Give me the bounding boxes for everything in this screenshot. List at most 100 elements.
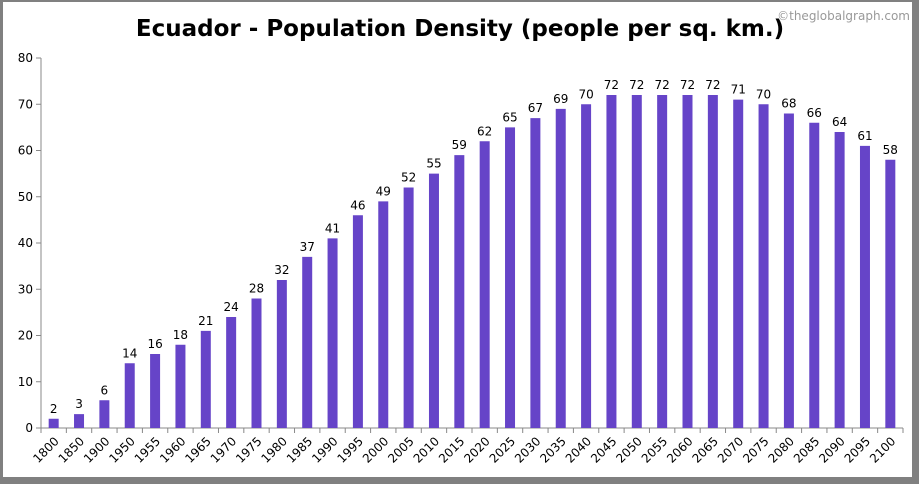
bar [606, 95, 617, 428]
x-tick-label: 2030 [512, 434, 543, 465]
x-tick-label: 2025 [487, 434, 518, 465]
bar [124, 363, 135, 428]
bar [631, 95, 642, 428]
x-tick-label: 2075 [740, 434, 771, 465]
bar [251, 298, 262, 428]
bar [733, 99, 744, 428]
data-label: 72 [604, 78, 619, 92]
data-label: 72 [705, 78, 720, 92]
data-label: 21 [198, 314, 213, 328]
bar [352, 215, 363, 428]
data-label: 70 [756, 87, 771, 101]
y-tick-label: 20 [18, 329, 33, 343]
y-tick-label: 50 [18, 190, 33, 204]
bar [809, 122, 820, 428]
data-label: 3 [75, 397, 83, 411]
watermark: ©theglobalgraph.com [777, 9, 910, 23]
y-tick-label: 0 [25, 421, 33, 435]
data-label: 32 [274, 263, 289, 277]
bar [226, 317, 237, 428]
data-label: 68 [781, 97, 796, 111]
bar [175, 344, 186, 428]
bar [99, 400, 110, 428]
x-tick-label: 1970 [208, 434, 239, 465]
bar [581, 104, 592, 428]
data-label: 14 [122, 346, 137, 360]
x-tick-label: 2080 [766, 434, 797, 465]
x-tick-label: 1980 [258, 434, 289, 465]
bar [657, 95, 668, 428]
data-label: 49 [376, 184, 391, 198]
x-tick-label: 2040 [563, 434, 594, 465]
x-tick-label: 2015 [436, 434, 467, 465]
x-tick-label: 1965 [182, 434, 213, 465]
data-label: 62 [477, 124, 492, 138]
data-label: 37 [300, 240, 315, 254]
bar [758, 104, 769, 428]
bar [200, 330, 211, 428]
bar [505, 127, 516, 428]
data-label: 41 [325, 221, 340, 235]
data-label: 72 [680, 78, 695, 92]
data-label: 6 [101, 383, 109, 397]
x-tick-label: 2045 [588, 434, 619, 465]
x-tick-label: 1995 [335, 434, 366, 465]
bar [682, 95, 693, 428]
x-tick-label: 1990 [309, 434, 340, 465]
x-tick-label: 1985 [284, 434, 315, 465]
x-tick-label: 1800 [30, 434, 61, 465]
x-tick-label: 2100 [867, 434, 898, 465]
data-label: 67 [528, 101, 543, 115]
chart-title: Ecuador - Population Density (people per… [136, 16, 784, 42]
bar [834, 132, 845, 428]
data-label: 61 [857, 129, 872, 143]
bar [74, 414, 85, 428]
x-tick-label: 1960 [157, 434, 188, 465]
data-label: 65 [502, 110, 517, 124]
x-tick-label: 2070 [715, 434, 746, 465]
data-label: 52 [401, 171, 416, 185]
x-tick-label: 1900 [81, 434, 112, 465]
x-tick-label: 1975 [233, 434, 264, 465]
bar [150, 354, 161, 428]
x-tick-label: 1850 [56, 434, 87, 465]
y-tick-label: 40 [18, 236, 33, 250]
data-label: 71 [731, 83, 746, 97]
x-tick-label: 2065 [689, 434, 720, 465]
y-tick-label: 30 [18, 282, 33, 296]
data-label: 72 [629, 78, 644, 92]
x-tick-label: 2090 [816, 434, 847, 465]
x-tick-label: 2035 [537, 434, 568, 465]
x-tick-label: 2055 [639, 434, 670, 465]
data-label: 59 [452, 138, 467, 152]
x-tick-label: 2060 [664, 434, 695, 465]
x-tick-label: 1950 [106, 434, 137, 465]
bar [479, 141, 490, 428]
bar [530, 118, 541, 428]
x-tick-label: 2005 [385, 434, 416, 465]
x-tick-label: 2000 [360, 434, 391, 465]
bar [378, 201, 389, 428]
bar [454, 155, 465, 428]
bar [707, 95, 718, 428]
data-label: 24 [224, 300, 239, 314]
bar [403, 187, 414, 428]
data-label: 72 [655, 78, 670, 92]
bar [302, 256, 313, 428]
x-tick-label: 2020 [461, 434, 492, 465]
data-label: 2 [50, 402, 58, 416]
y-tick-label: 10 [18, 375, 33, 389]
x-tick-label: 1955 [132, 434, 163, 465]
bar [276, 280, 287, 428]
data-label: 70 [578, 87, 593, 101]
data-label: 46 [350, 198, 365, 212]
data-label: 16 [147, 337, 162, 351]
x-tick-label: 2010 [411, 434, 442, 465]
x-tick-label: 2050 [613, 434, 644, 465]
data-label: 58 [883, 143, 898, 157]
data-label: 69 [553, 92, 568, 106]
bar [555, 108, 566, 428]
y-tick-label: 80 [18, 51, 33, 65]
x-tick-label: 2095 [842, 434, 873, 465]
bar [327, 238, 338, 428]
